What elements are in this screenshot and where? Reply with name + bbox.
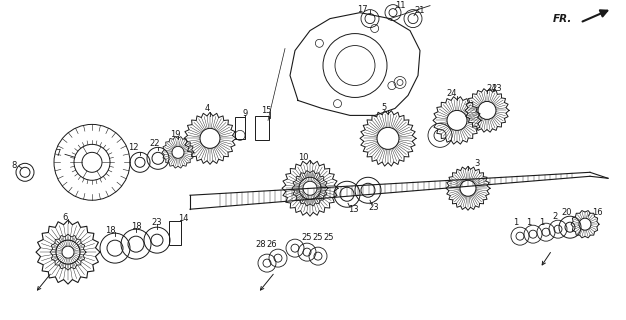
Text: 28: 28 <box>255 240 266 249</box>
Text: 25: 25 <box>324 233 334 242</box>
Text: 5: 5 <box>381 103 387 112</box>
Text: 1: 1 <box>513 218 518 227</box>
Text: 25: 25 <box>302 233 312 242</box>
Text: 18: 18 <box>105 226 115 235</box>
Text: 2: 2 <box>552 212 558 221</box>
Text: 23: 23 <box>369 203 379 212</box>
Text: 26: 26 <box>267 240 277 249</box>
Text: 19: 19 <box>170 130 180 139</box>
Text: 3: 3 <box>475 159 480 168</box>
Text: 24: 24 <box>487 84 497 93</box>
Text: 16: 16 <box>592 208 602 217</box>
Text: 10: 10 <box>298 153 308 162</box>
Text: 15: 15 <box>261 106 271 115</box>
Text: 21: 21 <box>415 6 425 15</box>
Text: 7: 7 <box>55 149 61 158</box>
Text: 18: 18 <box>131 222 141 231</box>
Text: 8: 8 <box>11 161 17 170</box>
Text: 20: 20 <box>562 208 572 217</box>
Text: 13: 13 <box>347 205 358 214</box>
Text: 1: 1 <box>526 218 531 227</box>
Text: 9: 9 <box>242 109 248 118</box>
Text: 22: 22 <box>150 139 160 148</box>
Text: 6: 6 <box>63 213 68 222</box>
Text: 25: 25 <box>313 233 323 242</box>
Text: 23: 23 <box>151 218 162 227</box>
Text: 17: 17 <box>357 5 367 14</box>
Text: 24: 24 <box>447 89 457 98</box>
Text: 11: 11 <box>395 1 405 10</box>
Text: 14: 14 <box>178 214 188 223</box>
Text: 23: 23 <box>491 84 502 93</box>
Text: 1: 1 <box>540 218 545 227</box>
Text: 4: 4 <box>204 104 210 113</box>
Text: 12: 12 <box>128 143 138 152</box>
Text: FR.: FR. <box>553 14 572 24</box>
